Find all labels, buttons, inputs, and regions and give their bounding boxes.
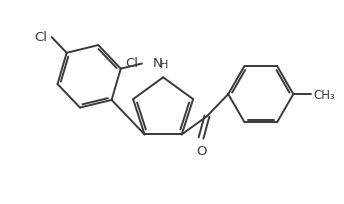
Text: N: N: [152, 57, 162, 70]
Text: H: H: [160, 60, 168, 70]
Text: O: O: [196, 144, 206, 157]
Text: Cl: Cl: [35, 30, 48, 43]
Text: Cl: Cl: [125, 57, 138, 70]
Text: CH₃: CH₃: [313, 88, 335, 101]
